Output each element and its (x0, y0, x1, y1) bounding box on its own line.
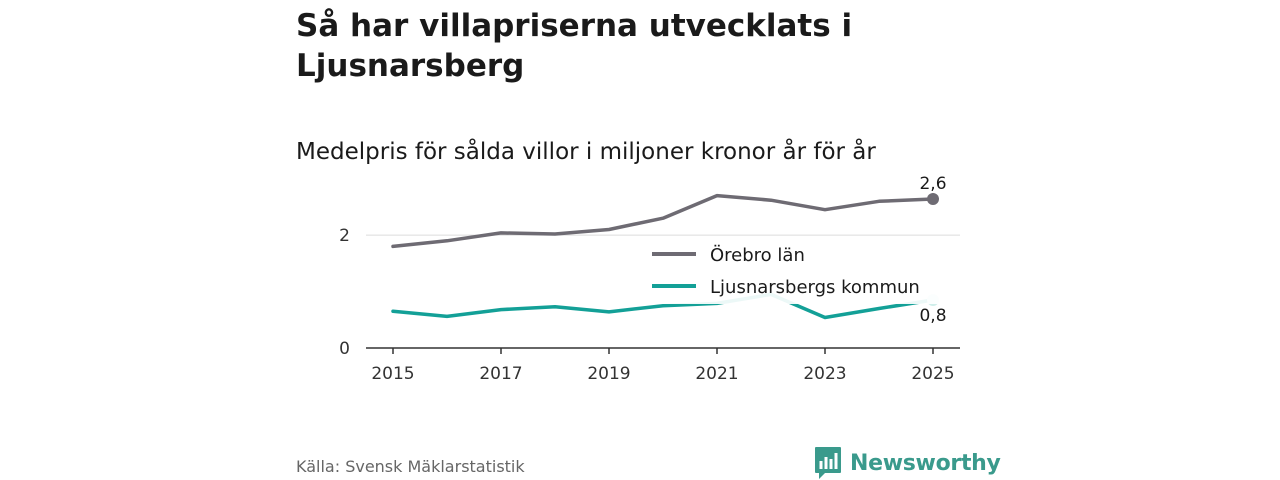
x-tick-label: 2021 (695, 364, 738, 384)
chart-subtitle: Medelpris för sålda villor i miljoner kr… (296, 139, 876, 165)
line-chart: 0 2 2015 2017 2019 2021 2023 2025 2,6 0,8 Örebro l… (339, 174, 960, 384)
legend-background (646, 236, 951, 304)
series-line-0 (391, 193, 935, 249)
source-note: Källa: Svensk Mäklarstatistik (296, 457, 525, 476)
chart-title: Så har villapriserna utvecklats i Ljusna… (296, 8, 853, 84)
x-tick-label: 2017 (479, 364, 522, 384)
newsworthy-logo: Newsworthy (814, 446, 1001, 480)
y-tick-label: 2 (339, 226, 350, 246)
newsworthy-logo-icon (815, 447, 841, 479)
legend-label-1: Ljusnarsbergs kommun (710, 277, 920, 298)
newsworthy-logo-text: Newsworthy (850, 450, 1001, 476)
x-tick-label: 2019 (587, 364, 630, 384)
legend-label-0: Örebro län (710, 244, 805, 266)
series-line-1 (391, 292, 935, 320)
x-tick-label: 2023 (803, 364, 846, 384)
x-tick-label: 2015 (371, 364, 414, 384)
series-end-point-0 (927, 193, 939, 206)
x-tick-label: 2025 (911, 364, 954, 384)
y-tick-label: 0 (339, 339, 350, 359)
series-end-label-0: 2,6 (919, 174, 946, 194)
series-end-label-1: 0,8 (919, 306, 946, 326)
chart-card: Så har villapriserna utvecklats i Ljusna… (296, 0, 1001, 480)
